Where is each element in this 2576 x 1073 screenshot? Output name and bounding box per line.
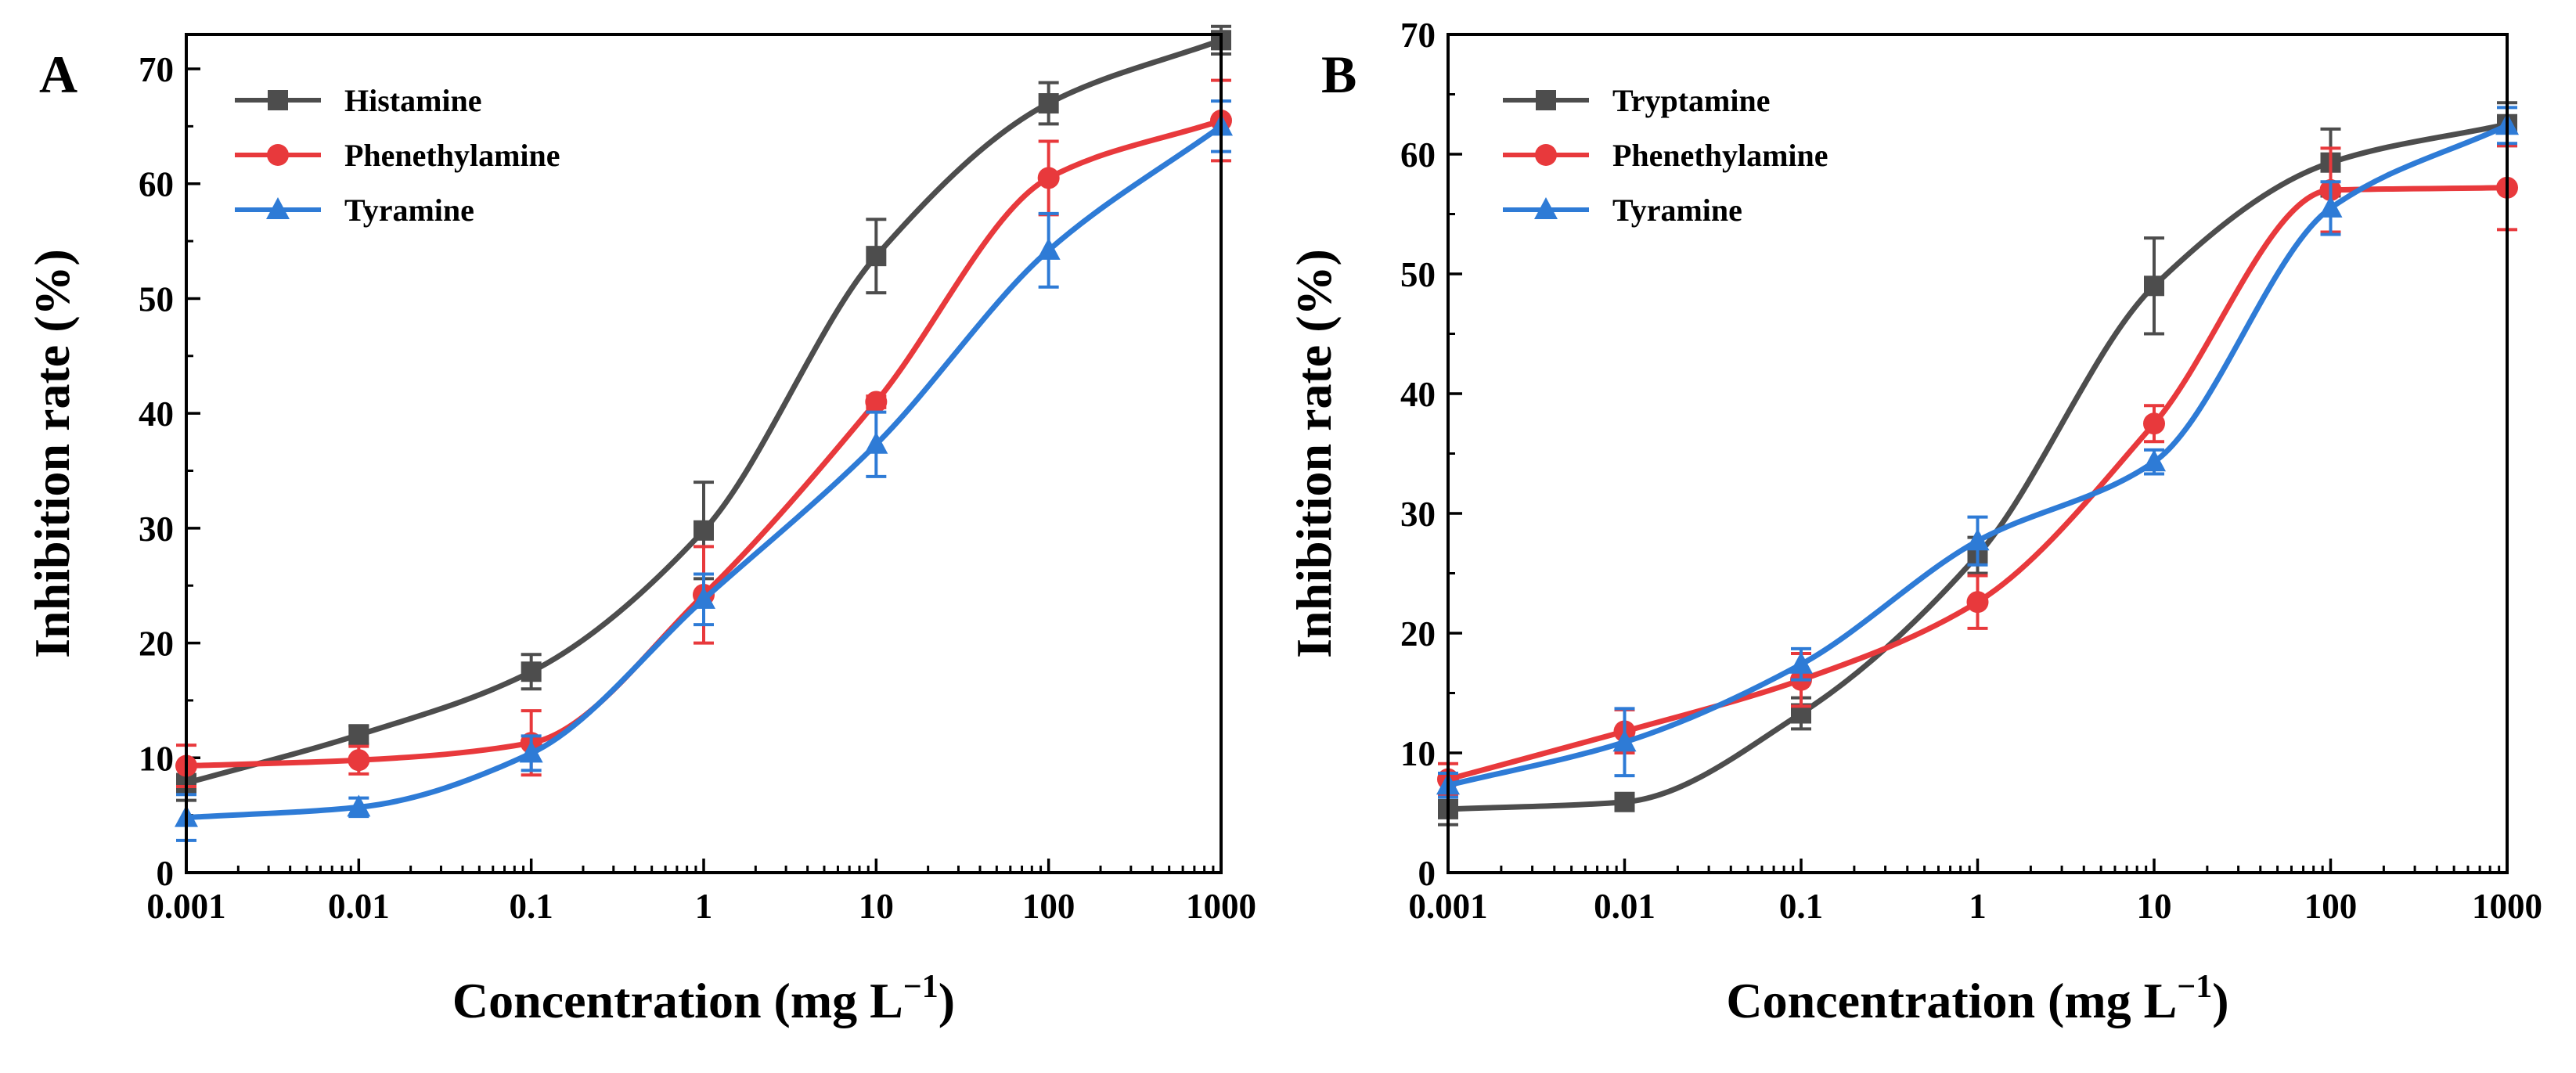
data-point xyxy=(348,749,370,772)
legend-label: Phenethylamine xyxy=(344,138,560,173)
x-tick-label: 0.1 xyxy=(1779,887,1823,926)
data-point xyxy=(521,661,542,682)
legend-marker xyxy=(1536,90,1556,110)
data-point xyxy=(1037,167,1060,189)
data-point xyxy=(1036,237,1061,260)
legend-label: Tyramine xyxy=(344,193,474,228)
x-tick-label: 100 xyxy=(2304,887,2358,926)
y-tick-label: 10 xyxy=(139,739,174,778)
x-tick-label: 1 xyxy=(1969,887,1987,926)
x-axis-title-close: ) xyxy=(939,973,955,1028)
legend-marker xyxy=(1535,144,1557,166)
x-axis-title-sup: −1 xyxy=(903,969,939,1005)
series-line xyxy=(1445,121,2510,812)
series-line xyxy=(183,37,1224,787)
x-tick-label: 10 xyxy=(2137,887,2172,926)
data-point xyxy=(694,520,714,541)
x-axis-title: Concentration (mg L−1) xyxy=(1726,969,2228,1028)
y-tick-label: 50 xyxy=(1400,255,1436,294)
legend-label: Histamine xyxy=(344,83,482,118)
data-point xyxy=(1038,93,1059,114)
y-tick-label: 50 xyxy=(139,279,174,319)
data-point xyxy=(348,724,369,745)
x-tick-label: 1 xyxy=(695,887,713,926)
legend-label: Tryptamine xyxy=(1612,83,1770,118)
legend-label: Phenethylamine xyxy=(1612,138,1828,173)
y-tick-label: 70 xyxy=(139,50,174,89)
y-axis-title: Inhibition rate (%) xyxy=(24,249,80,658)
data-point xyxy=(519,740,543,763)
y-tick-label: 40 xyxy=(1400,375,1436,414)
series-histamine xyxy=(176,24,1231,802)
legend-marker xyxy=(1534,197,1558,219)
panel-letter: A xyxy=(39,45,77,104)
x-tick-label: 0.001 xyxy=(1408,887,1487,926)
data-point xyxy=(866,246,887,267)
y-tick-label: 40 xyxy=(139,394,174,434)
data-point xyxy=(1965,528,1990,551)
series-tyramine xyxy=(175,99,1233,842)
x-tick-label: 1000 xyxy=(2472,887,2542,926)
y-tick-label: 60 xyxy=(1400,135,1436,175)
data-point xyxy=(865,391,888,413)
y-tick-label: 0 xyxy=(157,854,175,893)
data-point xyxy=(1789,651,1813,674)
data-point xyxy=(1614,791,1635,812)
series-line xyxy=(1445,185,2510,783)
chart-panel-a: A 0.001 0.01 0.1 1 10 100 1000 0 10 20 30 40 50 60 70 Hi… xyxy=(24,24,1256,1028)
data-point xyxy=(2318,195,2343,218)
legend-marker xyxy=(268,90,288,110)
data-point xyxy=(347,794,371,817)
data-point xyxy=(1966,591,1989,614)
panel-letter: B xyxy=(1321,45,1356,104)
chart-panel-b: B 0.001 0.01 0.1 1 10 100 1000 0 10 20 30 40 50 60 70 Tr… xyxy=(1286,16,2542,1028)
x-axis-title-text: Concentration (mg L xyxy=(1726,973,2177,1028)
data-point xyxy=(1612,729,1637,752)
x-axis-title-sup: −1 xyxy=(2177,969,2212,1005)
y-tick-label: 30 xyxy=(139,509,174,549)
x-tick-label: 0.1 xyxy=(510,887,553,926)
series-line xyxy=(183,117,1224,769)
series-tyramine xyxy=(1436,106,2519,799)
y-tick-label: 60 xyxy=(139,165,174,204)
x-tick-label: 0.001 xyxy=(146,887,225,926)
legend-marker xyxy=(266,197,290,219)
series-phenethylamine xyxy=(175,78,1232,788)
series-phenethylamine xyxy=(1437,144,2518,797)
series-line xyxy=(183,123,1224,821)
y-tick-label: 10 xyxy=(1400,734,1436,773)
data-point xyxy=(2143,412,2165,435)
legend-marker xyxy=(267,144,289,166)
data-point xyxy=(864,431,888,454)
y-tick-label: 20 xyxy=(139,625,174,664)
legend: Tryptamine Phenethylamine Tyramine xyxy=(1503,83,1828,228)
data-point xyxy=(2144,275,2164,297)
y-axis-title: Inhibition rate (%) xyxy=(1286,249,1342,658)
series-line xyxy=(1445,122,2510,788)
x-tick-label: 100 xyxy=(1022,887,1075,926)
x-tick-label: 0.01 xyxy=(1594,887,1655,926)
plot-frame xyxy=(185,33,1223,874)
x-axis-title: Concentration (mg L−1) xyxy=(452,969,955,1028)
x-tick-label: 10 xyxy=(859,887,894,926)
y-tick-label: 70 xyxy=(1400,16,1436,55)
data-point xyxy=(692,586,715,609)
series-tryptamine xyxy=(1438,101,2517,826)
x-tick-label: 1000 xyxy=(1186,887,1256,926)
legend: Histamine Phenethylamine Tyramine xyxy=(235,83,560,228)
y-tick-label: 30 xyxy=(1400,495,1436,534)
x-axis-title-close: ) xyxy=(2212,973,2228,1028)
x-tick-label: 0.01 xyxy=(328,887,390,926)
y-tick-label: 0 xyxy=(1418,854,1436,893)
legend-label: Tyramine xyxy=(1612,193,1742,228)
x-axis-title-text: Concentration (mg L xyxy=(452,973,903,1028)
data-point xyxy=(2142,449,2166,472)
y-tick-label: 20 xyxy=(1400,614,1436,654)
plot-frame xyxy=(1447,33,2509,874)
